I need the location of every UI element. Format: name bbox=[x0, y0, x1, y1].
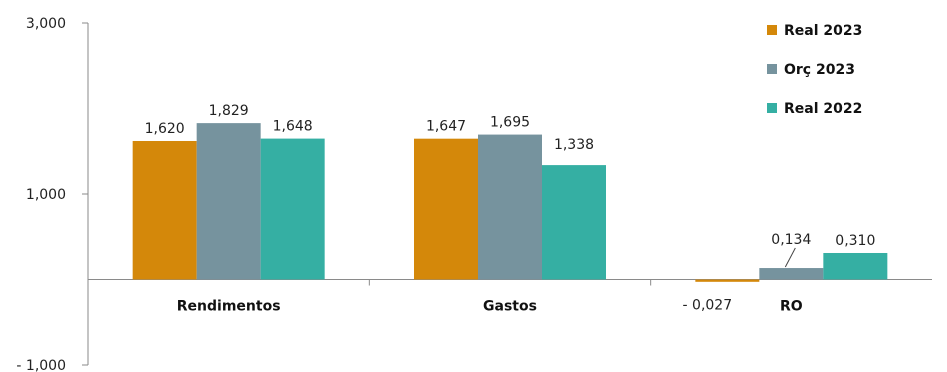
category-labels-group: Rendimentos Gastos RO bbox=[177, 299, 803, 315]
category-label: Gastos bbox=[483, 299, 537, 315]
data-label: 0,310 bbox=[835, 233, 875, 249]
bars-group bbox=[132, 123, 888, 282]
legend-swatch bbox=[767, 64, 777, 74]
data-label: 1,620 bbox=[145, 121, 185, 137]
data-label: 1,338 bbox=[554, 137, 594, 153]
x-axis-ticks bbox=[368, 279, 652, 286]
data-label: 1,695 bbox=[490, 115, 530, 131]
legend: Real 2023 Orç 2023 Real 2022 bbox=[767, 23, 862, 117]
legend-label: Real 2023 bbox=[784, 23, 862, 39]
bar-real-2022-gastos bbox=[542, 165, 606, 280]
bar-real-2023-rendimentos bbox=[132, 140, 197, 280]
legend-label: Real 2022 bbox=[784, 101, 862, 117]
y-tick-label: - 1,000 bbox=[16, 358, 66, 372]
category-label: RO bbox=[780, 299, 803, 315]
data-label-leader bbox=[784, 247, 796, 268]
bar-real-2022-rendimentos bbox=[260, 138, 325, 280]
legend-swatch bbox=[767, 25, 777, 35]
category-label: Rendimentos bbox=[177, 299, 281, 315]
data-label: 1,829 bbox=[209, 103, 249, 119]
bar-real-2023-ro bbox=[695, 279, 760, 282]
y-axis-ticks: 3,000 1,000 - 1,000 bbox=[16, 16, 88, 372]
bar-real-2022-ro bbox=[823, 252, 888, 280]
bar-or-2023-ro bbox=[759, 268, 824, 280]
legend-label: Orç 2023 bbox=[784, 62, 855, 78]
bar-real-2023-gastos bbox=[414, 138, 478, 280]
bar-or-2023-rendimentos bbox=[196, 123, 261, 280]
data-label: 1,648 bbox=[273, 119, 313, 135]
data-label: 1,647 bbox=[426, 119, 466, 135]
data-label: - 0,027 bbox=[683, 298, 733, 314]
data-labels-group: 1,620 1,829 1,648 1,647 1,695 1,338 - 0,027 0,1… bbox=[145, 103, 876, 313]
bar-or-2023-gastos bbox=[478, 134, 542, 280]
y-tick-label: 1,000 bbox=[26, 187, 66, 203]
y-tick-label: 3,000 bbox=[26, 16, 66, 32]
legend-swatch bbox=[767, 103, 777, 113]
data-label: 0,134 bbox=[771, 232, 811, 248]
